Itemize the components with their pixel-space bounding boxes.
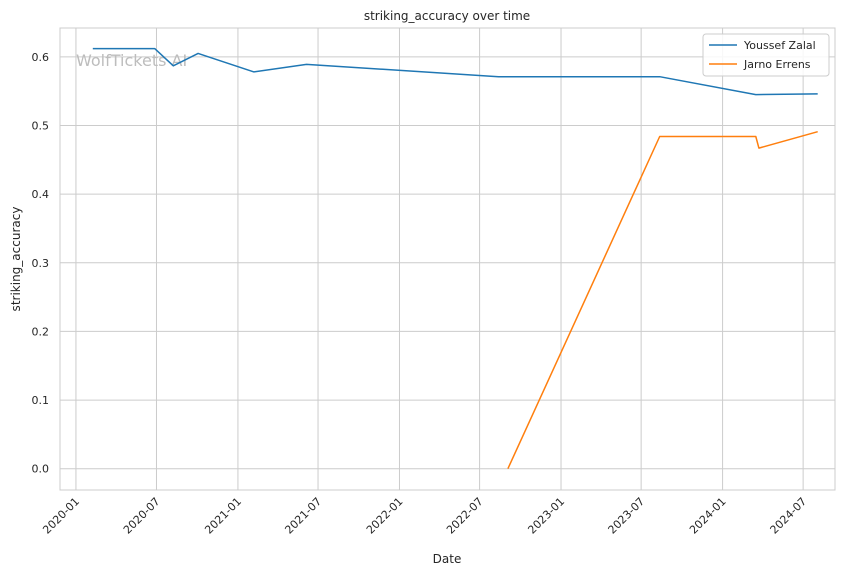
y-axis-title: striking_accuracy (9, 207, 23, 312)
x-tick-label: 2023-01 (525, 495, 567, 537)
y-axis-ticks: 0.0 0.1 0.2 0.3 0.4 0.5 0.6 (32, 51, 50, 476)
x-tick-label: 2022-01 (364, 495, 406, 537)
y-tick-label: 0.0 (32, 463, 50, 476)
watermark: WolfTickets AI (76, 51, 187, 70)
x-axis-title: Date (433, 552, 462, 566)
y-tick-label: 0.5 (32, 119, 50, 132)
x-tick-label: 2024-01 (687, 495, 729, 537)
legend-label-youssef-zalal: Youssef Zalal (743, 39, 816, 52)
x-tick-label: 2023-07 (606, 495, 648, 537)
x-tick-label: 2021-07 (282, 495, 324, 537)
series-line-jarno-errens (507, 130, 818, 470)
legend-label-jarno-errens: Jarno Errens (743, 58, 811, 71)
x-tick-label: 2020-01 (40, 495, 82, 537)
y-tick-label: 0.1 (32, 394, 50, 407)
y-tick-label: 0.6 (32, 51, 50, 64)
legend: Youssef Zalal Jarno Errens (702, 33, 830, 77)
x-axis-ticks: 2020-01 2020-07 2021-01 2021-07 2022-01 2022-… (40, 495, 809, 537)
series-line-youssef-zalal (92, 47, 818, 96)
plot-frame (59, 27, 836, 491)
x-tick-label: 2024-07 (768, 495, 810, 537)
x-tick-label: 2020-07 (121, 495, 163, 537)
plot-background (60, 28, 835, 490)
grid (60, 28, 835, 490)
y-tick-label: 0.4 (32, 188, 50, 201)
x-tick-label: 2021-01 (202, 495, 244, 537)
y-tick-label: 0.3 (32, 257, 50, 270)
x-tick-label: 2022-07 (444, 495, 486, 537)
chart-title: striking_accuracy over time (364, 9, 530, 23)
series-lines (92, 47, 818, 470)
y-tick-label: 0.2 (32, 325, 50, 338)
